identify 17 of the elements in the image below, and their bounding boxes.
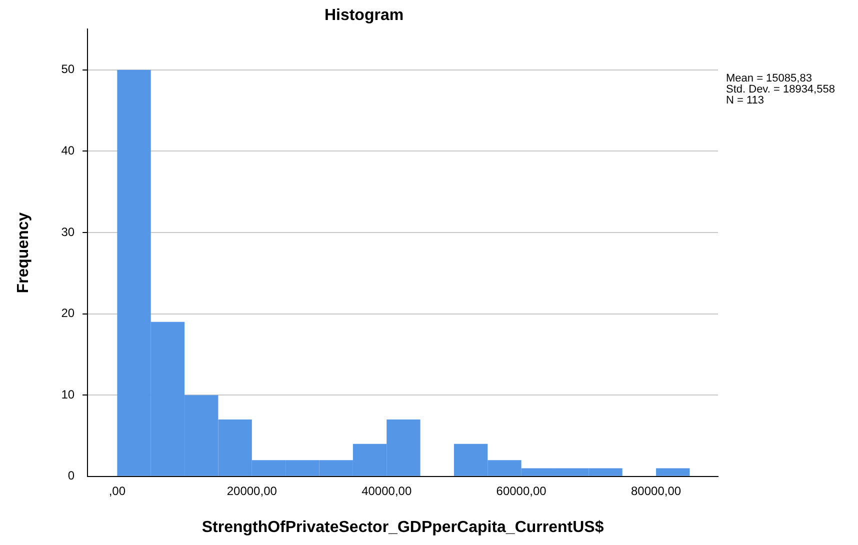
x-tick-label: ,00 <box>108 484 126 498</box>
x-tick-label: 60000,00 <box>496 484 547 498</box>
text: N = 113 <box>726 94 764 107</box>
y-tick-label: 40 <box>61 143 75 158</box>
y-tick-label: 10 <box>61 387 75 402</box>
y-tick-label: 50 <box>61 62 75 76</box>
x-tick-label: 20000,00 <box>226 484 278 498</box>
text: Std. Dev. = 18934,558 <box>726 84 835 96</box>
x-tick-label: 80000,00 <box>631 484 682 498</box>
y-axis-title: Frequency <box>15 212 32 294</box>
text: Mean = 15085,83 <box>726 72 812 85</box>
y-tick-label: 20 <box>61 306 75 320</box>
y-tick-label: 0 <box>68 468 75 483</box>
x-tick-label: 40000,00 <box>362 484 412 498</box>
chart-title: Histogram <box>324 7 404 24</box>
y-tick-label: 30 <box>61 224 75 239</box>
x-axis-title: StrengthOfPrivateSector_GDPperCapita_CurrentUS$ <box>202 518 604 536</box>
